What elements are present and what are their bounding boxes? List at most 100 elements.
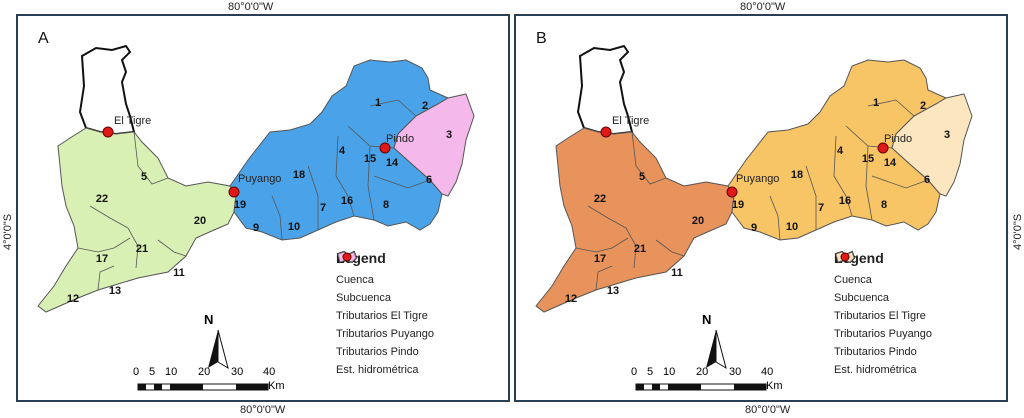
scale-tick-label: 20 [696, 366, 709, 378]
subbasin-label-8: 8 [881, 199, 887, 211]
subbasin-label-10: 10 [786, 221, 798, 233]
scale-tick-label: 5 [647, 366, 654, 378]
subbasin-label-18: 18 [293, 169, 305, 181]
subbasin-label-13: 13 [607, 285, 619, 297]
subbasin-label-6: 6 [426, 174, 432, 186]
legend-label: Tributarios Pindo [834, 346, 917, 358]
station-marker-14 [877, 142, 889, 154]
subbasin-label-17: 17 [96, 253, 108, 265]
scale-tick-label: 0 [631, 366, 638, 378]
subbasin-lines [575, 99, 929, 291]
legend-item: Tributarios El Tigre [336, 251, 434, 325]
legend-label: Tributarios El Tigre [834, 310, 926, 322]
subbasin-label-15: 15 [862, 153, 874, 165]
legend: Legend Cuenca Subcuenca Tributarios El Tig… [336, 250, 434, 379]
station-marker-22 [102, 126, 114, 138]
subbasin-label-11: 11 [671, 267, 683, 279]
subbasin-label-19: 19 [732, 199, 744, 211]
subbasin-label-22: 22 [96, 193, 108, 205]
subbasin-label-17: 17 [594, 253, 606, 265]
legend-item: Subcuenca [336, 251, 434, 307]
subbasin-label-11: 11 [173, 267, 185, 279]
subbasin-label-7: 7 [320, 202, 326, 214]
subbasin-label-7: 7 [818, 202, 824, 214]
legend-label: Tributarios Pindo [336, 346, 419, 358]
subbasin-label-6: 6 [924, 174, 930, 186]
place-puyango: Puyango [736, 173, 779, 185]
subbasin-label-1: 1 [873, 97, 879, 109]
subbasin-label-19: 19 [234, 199, 246, 211]
legend-swatch [342, 252, 352, 262]
legend-item: Subcuenca [834, 251, 932, 307]
region-tigre [37, 127, 237, 313]
subbasin-label-9: 9 [253, 222, 259, 234]
legend-label: Tributarios Puyango [834, 328, 933, 340]
subbasin-label-4: 4 [339, 145, 346, 157]
basin-north-area [78, 44, 136, 136]
latitude-label-left-a: 4°0'0"S [2, 213, 14, 250]
legend: Legend Cuenca Subcuenca Tributarios El Tig… [834, 250, 932, 379]
scale-unit: Km [766, 380, 783, 392]
legend-item: Tributarios Pindo [336, 251, 434, 361]
subbasin-label-4: 4 [837, 145, 844, 157]
subbasin-label-21: 21 [136, 243, 148, 255]
map-panel-a: A El Tigre Puyango Pindo [16, 14, 510, 402]
north-arrow-label: N [204, 312, 214, 327]
subbasin-label-8: 8 [383, 199, 389, 211]
subbasin-label-15: 15 [364, 153, 376, 165]
scale-tick-label: 20 [198, 366, 211, 378]
longitude-label-bottom-b: 80°0'0"W [745, 404, 791, 416]
scale-tick-label: 5 [149, 366, 156, 378]
subbasin-label-18: 18 [791, 169, 803, 181]
subbasin-label-14: 14 [386, 157, 399, 169]
legend-label: Est. hidrométrica [834, 364, 917, 376]
subbasin-label-22: 22 [594, 193, 606, 205]
place-pindo: Pindo [386, 133, 414, 145]
scale-tick-label: 10 [663, 366, 676, 378]
legend-label: Subcuenca [336, 292, 392, 304]
legend-item: Tributarios El Tigre [834, 251, 932, 325]
legend-label: Cuenca [336, 274, 374, 286]
subbasin-label-16: 16 [341, 195, 353, 207]
subbasin-label-16: 16 [839, 195, 851, 207]
legend-item: Tributarios Puyango [834, 251, 933, 343]
station-marker-19 [228, 186, 240, 198]
scale-tick-label: 0 [133, 366, 140, 378]
region-pindo [393, 93, 475, 197]
legend-item: Cuenca [336, 250, 434, 289]
subbasin-label-2: 2 [422, 100, 428, 112]
place-el-tigre: El Tigre [114, 115, 151, 127]
legend-swatch [840, 252, 850, 262]
subbasin-label-20: 20 [692, 215, 704, 227]
legend-label: Tributarios Puyango [336, 328, 435, 340]
legend-item: Cuenca [834, 250, 932, 289]
region-tigre [535, 127, 735, 313]
map-panel-b: B El Tigre Puyango Pindo [514, 14, 1008, 402]
subbasin-label-3: 3 [944, 129, 950, 141]
subbasin-label-5: 5 [639, 171, 645, 183]
place-puyango: Puyango [238, 173, 281, 185]
subbasin-label-3: 3 [446, 129, 452, 141]
panel-label: A [38, 30, 49, 47]
subbasin-label-13: 13 [109, 285, 121, 297]
subbasin-lines [77, 99, 431, 291]
subbasin-label-1: 1 [375, 97, 381, 109]
legend-label: Cuenca [834, 274, 872, 286]
legend-item: Est. hidrométrica [834, 252, 932, 379]
latitude-label-right-b: 4°0'0"S [1012, 213, 1024, 250]
basin-north-area [576, 44, 634, 136]
subbasin-label-5: 5 [141, 171, 147, 183]
scale-ticks: 0 5 10 20 30 40 [631, 366, 784, 380]
subbasin-label-12: 12 [67, 293, 79, 305]
scale-tick-label: 40 [263, 366, 276, 378]
scale-unit: Km [268, 380, 285, 392]
scale-tick-label: 10 [165, 366, 178, 378]
station-marker-19 [726, 186, 738, 198]
longitude-label-top-b: 80°0'0"W [740, 1, 786, 13]
station-marker-22 [600, 126, 612, 138]
longitude-label-bottom-a: 80°0'0"W [240, 404, 286, 416]
subbasin-label-14: 14 [884, 157, 897, 169]
